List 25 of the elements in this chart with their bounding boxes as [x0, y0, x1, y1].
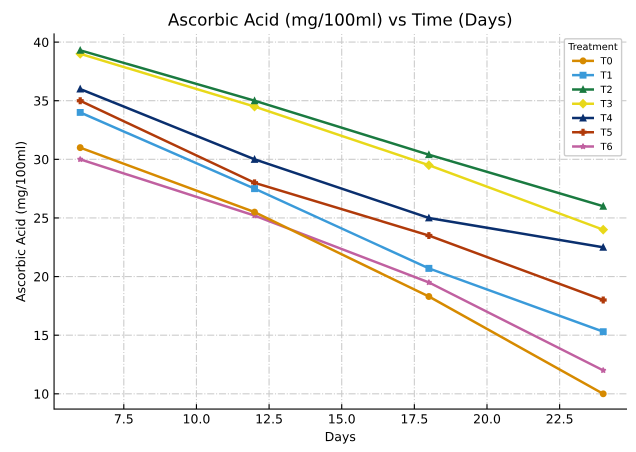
chart-title: Ascorbic Acid (mg/100ml) vs Time (Days) [168, 12, 512, 30]
x-tick-label: 22.5 [546, 414, 572, 424]
x-tick-label: 7.5 [114, 414, 133, 424]
y-tick-label: 40 [34, 38, 48, 48]
x-tick-label: 10.0 [184, 414, 210, 424]
y-tick-label: 30 [34, 154, 48, 164]
legend-label: T0 [600, 57, 612, 64]
y-tick-label: 15 [34, 330, 48, 340]
legend-label: T3 [600, 100, 612, 108]
x-tick-label: 15.0 [329, 414, 355, 424]
y-tick-label: 10 [34, 389, 48, 399]
legend-label: T2 [600, 86, 612, 93]
x-tick-label: 12.5 [256, 414, 282, 424]
legend-label: T6 [600, 142, 612, 150]
legend-label: T4 [600, 114, 612, 122]
y-axis-title: Ascorbic Acid (mg/100ml) [16, 142, 28, 302]
y-tick-label: 20 [34, 272, 48, 282]
legend-label: T1 [600, 71, 612, 79]
x-axis-title: Days [326, 432, 356, 444]
x-tick-label: 20.0 [474, 414, 500, 424]
x-tick-label: 17.5 [402, 414, 428, 424]
legend-label: T5 [600, 128, 612, 136]
legend-title: Treatment [568, 42, 618, 50]
y-tick-label: 35 [34, 96, 48, 106]
y-tick-label: 25 [34, 213, 48, 223]
